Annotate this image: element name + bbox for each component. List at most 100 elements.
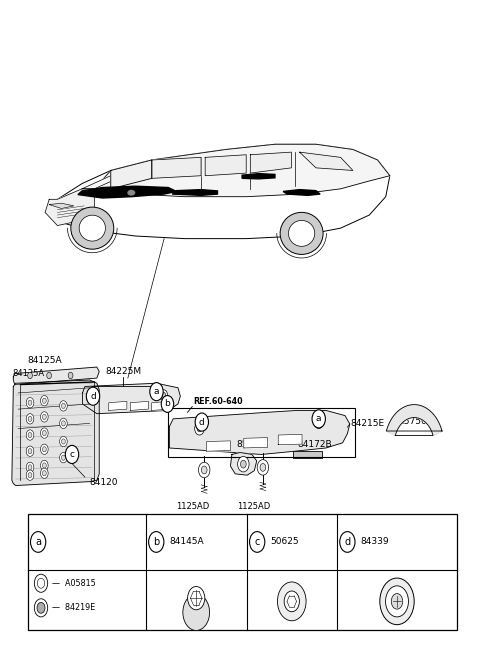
Ellipse shape bbox=[71, 207, 114, 249]
Polygon shape bbox=[130, 401, 148, 410]
Circle shape bbox=[26, 470, 34, 480]
Circle shape bbox=[65, 445, 79, 463]
Text: c: c bbox=[70, 450, 74, 459]
Polygon shape bbox=[278, 434, 302, 445]
Circle shape bbox=[61, 403, 65, 408]
Circle shape bbox=[42, 463, 46, 468]
Circle shape bbox=[40, 428, 48, 438]
Circle shape bbox=[40, 396, 48, 406]
Bar bbox=[28, 514, 457, 630]
Circle shape bbox=[26, 446, 34, 456]
Circle shape bbox=[61, 421, 65, 426]
Text: c: c bbox=[254, 537, 260, 547]
Circle shape bbox=[26, 462, 34, 473]
Circle shape bbox=[340, 532, 355, 552]
Polygon shape bbox=[205, 155, 246, 176]
Circle shape bbox=[257, 460, 269, 475]
Polygon shape bbox=[172, 190, 217, 196]
Bar bbox=[168, 408, 355, 457]
Polygon shape bbox=[300, 152, 353, 170]
Ellipse shape bbox=[127, 190, 135, 196]
Circle shape bbox=[250, 532, 265, 552]
Circle shape bbox=[86, 387, 100, 405]
Circle shape bbox=[42, 430, 46, 436]
Circle shape bbox=[60, 436, 67, 447]
Polygon shape bbox=[78, 186, 177, 198]
Text: REF.60-640: REF.60-640 bbox=[194, 397, 243, 406]
Circle shape bbox=[60, 418, 67, 428]
Text: 1125AD: 1125AD bbox=[237, 502, 270, 512]
Ellipse shape bbox=[280, 213, 323, 254]
Text: 85755: 85755 bbox=[236, 440, 265, 449]
Circle shape bbox=[37, 578, 45, 588]
Circle shape bbox=[42, 398, 46, 403]
Circle shape bbox=[238, 456, 249, 472]
Circle shape bbox=[60, 452, 67, 463]
Circle shape bbox=[28, 473, 32, 478]
Circle shape bbox=[380, 578, 414, 625]
Circle shape bbox=[28, 465, 32, 470]
Polygon shape bbox=[242, 174, 275, 179]
Text: 84145A: 84145A bbox=[169, 538, 204, 547]
Text: a: a bbox=[35, 537, 41, 547]
Polygon shape bbox=[111, 160, 152, 188]
Polygon shape bbox=[45, 188, 95, 226]
Circle shape bbox=[240, 460, 246, 468]
Text: 50625: 50625 bbox=[271, 538, 299, 547]
Circle shape bbox=[28, 372, 33, 379]
Circle shape bbox=[260, 463, 266, 471]
Polygon shape bbox=[169, 410, 350, 454]
Circle shape bbox=[42, 414, 46, 419]
Circle shape bbox=[391, 593, 403, 609]
Circle shape bbox=[68, 372, 73, 379]
Circle shape bbox=[86, 393, 93, 402]
Circle shape bbox=[160, 390, 168, 400]
Circle shape bbox=[195, 413, 208, 431]
Polygon shape bbox=[82, 160, 152, 188]
Circle shape bbox=[26, 398, 34, 408]
Text: 84215E: 84215E bbox=[351, 419, 385, 428]
Text: —  84219E: — 84219E bbox=[52, 603, 96, 612]
Text: 84120: 84120 bbox=[90, 478, 118, 488]
Circle shape bbox=[284, 591, 300, 612]
Text: 84172B: 84172B bbox=[297, 440, 332, 449]
Ellipse shape bbox=[288, 220, 315, 246]
Circle shape bbox=[31, 532, 46, 552]
Circle shape bbox=[61, 439, 65, 444]
Circle shape bbox=[312, 410, 325, 428]
Circle shape bbox=[34, 574, 48, 592]
Circle shape bbox=[314, 415, 324, 428]
Circle shape bbox=[42, 447, 46, 452]
Polygon shape bbox=[45, 144, 390, 239]
Circle shape bbox=[162, 393, 166, 398]
Polygon shape bbox=[95, 144, 390, 197]
Text: 1125AD: 1125AD bbox=[176, 502, 209, 512]
Polygon shape bbox=[109, 401, 127, 410]
Text: 84225M: 84225M bbox=[105, 367, 141, 376]
Circle shape bbox=[40, 411, 48, 422]
Circle shape bbox=[385, 586, 408, 617]
Polygon shape bbox=[152, 401, 170, 410]
Circle shape bbox=[26, 430, 34, 440]
Circle shape bbox=[197, 425, 202, 432]
Circle shape bbox=[40, 468, 48, 478]
Circle shape bbox=[34, 599, 48, 617]
Polygon shape bbox=[49, 203, 74, 209]
Text: 84125A: 84125A bbox=[28, 356, 62, 365]
Circle shape bbox=[37, 603, 45, 613]
Circle shape bbox=[277, 582, 306, 621]
Circle shape bbox=[201, 466, 207, 474]
Circle shape bbox=[40, 460, 48, 471]
Polygon shape bbox=[13, 367, 99, 385]
Circle shape bbox=[150, 383, 163, 400]
Circle shape bbox=[60, 400, 67, 411]
Circle shape bbox=[47, 372, 51, 379]
Circle shape bbox=[40, 444, 48, 454]
Circle shape bbox=[316, 419, 321, 425]
Circle shape bbox=[195, 422, 204, 435]
Polygon shape bbox=[283, 190, 320, 196]
Text: b: b bbox=[153, 537, 159, 547]
Polygon shape bbox=[386, 405, 442, 436]
Bar bbox=[293, 451, 322, 458]
Polygon shape bbox=[206, 441, 230, 451]
